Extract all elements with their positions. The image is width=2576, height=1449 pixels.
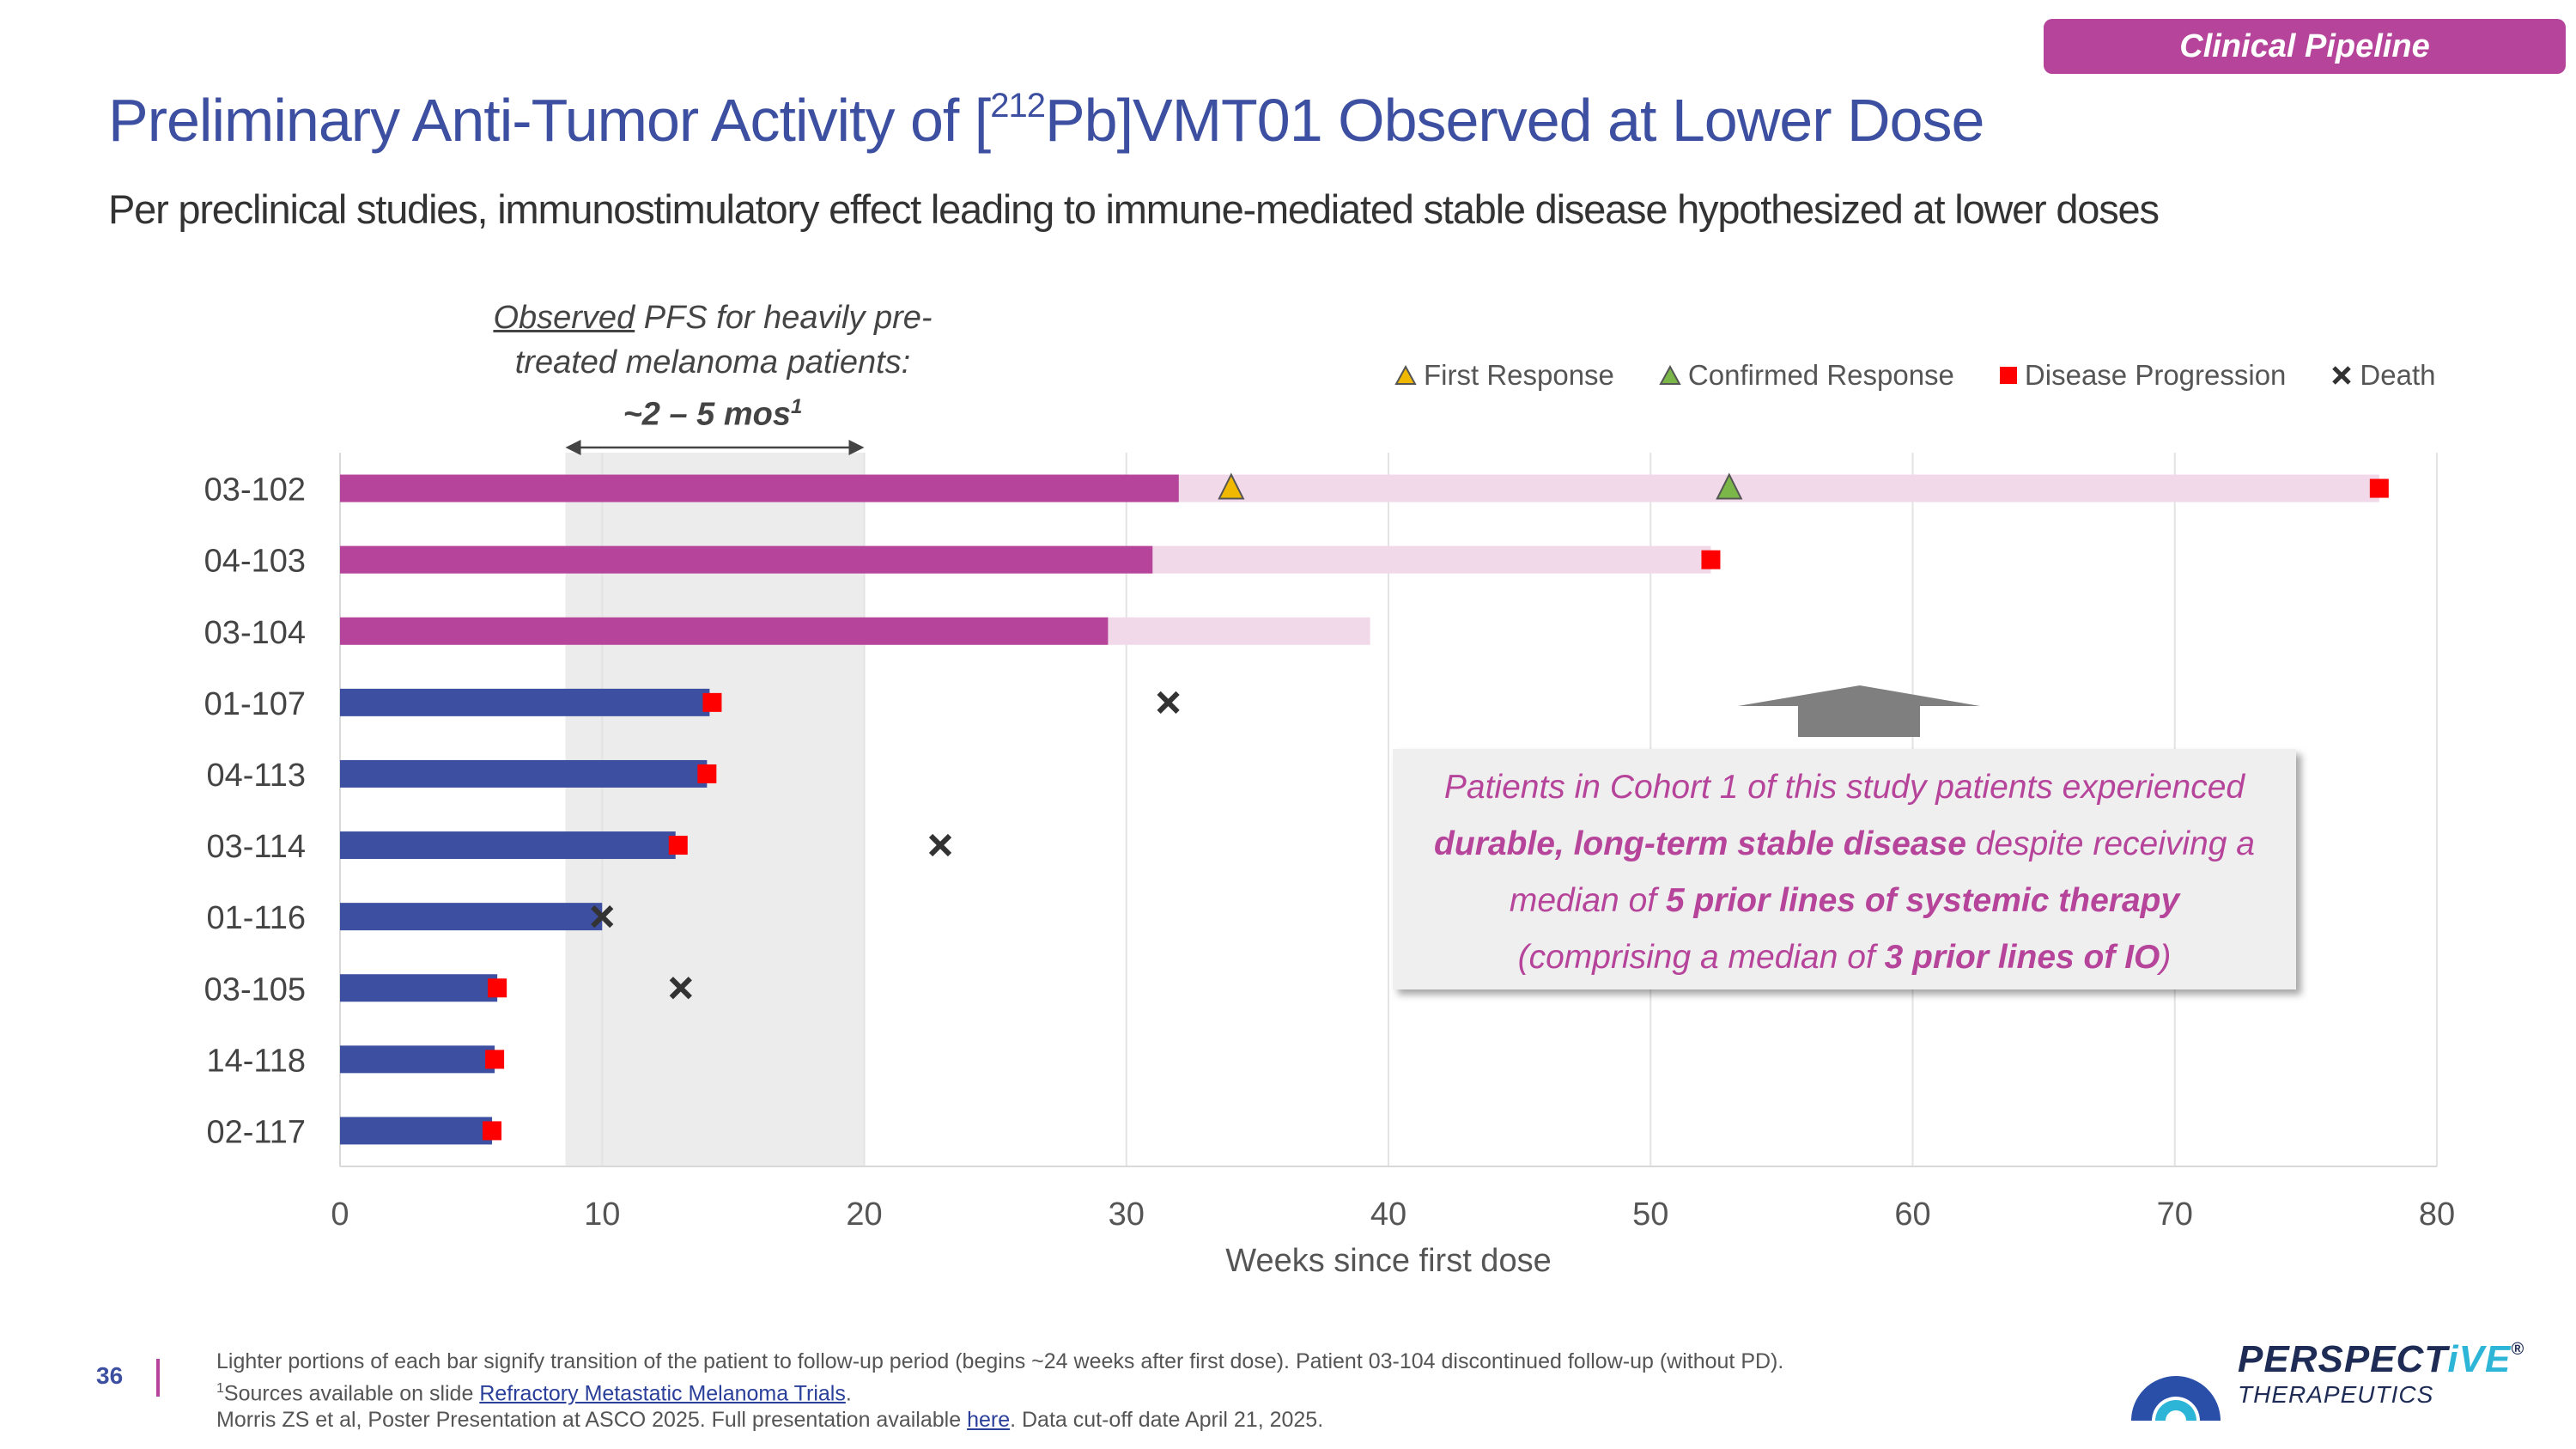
patient-label: 14-118 [206, 1043, 306, 1079]
presentation-link[interactable]: here [967, 1408, 1011, 1433]
melanoma-trials-link[interactable]: Refractory Metastatic Melanoma Trials [479, 1381, 846, 1406]
legend-confirmed-response: Confirmed Response [1659, 359, 1954, 392]
legend-death: Death [2330, 359, 2435, 392]
page-number: 36 [96, 1362, 124, 1389]
disease-progression-marker [2369, 478, 2389, 498]
page-title: Preliminary Anti-Tumor Activity of [212P… [108, 87, 1984, 154]
treatment-bar [340, 1117, 493, 1145]
patient-label: 03-105 [204, 971, 306, 1008]
up-arrow-icon [1738, 685, 1980, 737]
x-tick-label: 0 [331, 1196, 349, 1233]
first-response-marker [1218, 472, 1245, 500]
footer-divider [156, 1359, 160, 1397]
page-subtitle: Per preclinical studies, immunostimulato… [108, 186, 2160, 232]
death-marker [669, 977, 692, 1000]
patient-label: 01-116 [206, 900, 306, 936]
treatment-bar [340, 1045, 495, 1074]
disease-progression-marker [488, 978, 507, 998]
death-marker [1157, 691, 1180, 714]
treatment-bar [340, 831, 676, 860]
x-axis-title: Weeks since first dose [1225, 1243, 1551, 1279]
legend-first-response: First Response [1394, 359, 1614, 392]
legend-disease-progression: Disease Progression [1999, 359, 2286, 392]
disease-progression-marker [702, 692, 722, 712]
x-tick-label: 50 [1632, 1196, 1668, 1233]
patient-label: 01-107 [204, 686, 306, 722]
footnotes: Lighter portions of each bar signify tra… [216, 1349, 1783, 1434]
observed-pfs-note: Observed PFS for heavily pre- treated me… [493, 300, 933, 433]
x-tick-label: 10 [584, 1196, 620, 1233]
x-tick-label: 40 [1370, 1196, 1406, 1233]
patient-label: 02-117 [206, 1114, 306, 1150]
footnote-followup: Lighter portions of each bar signify tra… [216, 1349, 1784, 1373]
arrow-right-head-icon [848, 440, 865, 455]
x-tick-label: 70 [2157, 1196, 2193, 1233]
x-tick-label: 20 [846, 1196, 882, 1233]
death-x-icon [2332, 366, 2352, 385]
patient-label: 03-104 [204, 615, 306, 651]
x-tick-label: 80 [2419, 1196, 2455, 1233]
treatment-bar [340, 545, 1153, 574]
treatment-bar [340, 617, 1109, 645]
treatment-bar [340, 474, 1179, 502]
arrow-left-head-icon [565, 440, 581, 455]
patient-label: 04-113 [206, 758, 306, 794]
logo-mark-icon [2131, 1376, 2221, 1421]
disease-progression-marker [668, 836, 688, 855]
x-tick-label: 60 [1894, 1196, 1930, 1233]
disease-progression-marker [1701, 550, 1721, 569]
death-marker [591, 905, 614, 928]
treatment-bar [340, 903, 603, 931]
death-marker [928, 833, 952, 857]
company-logo: PERSPECTiVE® THERAPEUTICS [2124, 1331, 2554, 1426]
section-tag: Clinical Pipeline [2044, 19, 2566, 74]
treatment-bar [340, 974, 498, 1002]
treatment-bar [340, 759, 708, 788]
confirmed-response-triangle-icon [1659, 365, 1681, 385]
footnote-sources: 1Sources available on slide Refractory M… [216, 1381, 852, 1406]
patient-label: 03-114 [206, 829, 306, 865]
chart-legend: First Response Confirmed Response Diseas… [1394, 359, 2435, 392]
confirmed-response-marker [1716, 472, 1743, 500]
disease-progression-marker [483, 1121, 502, 1141]
disease-progression-marker [697, 764, 717, 783]
treatment-bar [340, 688, 710, 716]
cohort-callout-box: Patients in Cohort 1 of this study patie… [1393, 749, 2296, 989]
disease-progression-square-icon [1999, 367, 2017, 384]
patient-label: 03-102 [204, 472, 306, 508]
patient-label: 04-103 [204, 544, 306, 580]
disease-progression-marker [485, 1050, 505, 1069]
x-tick-label: 30 [1109, 1196, 1145, 1233]
first-response-triangle-icon [1394, 365, 1417, 385]
footnote-reference: Morris ZS et al, Poster Presentation at … [216, 1408, 1324, 1433]
